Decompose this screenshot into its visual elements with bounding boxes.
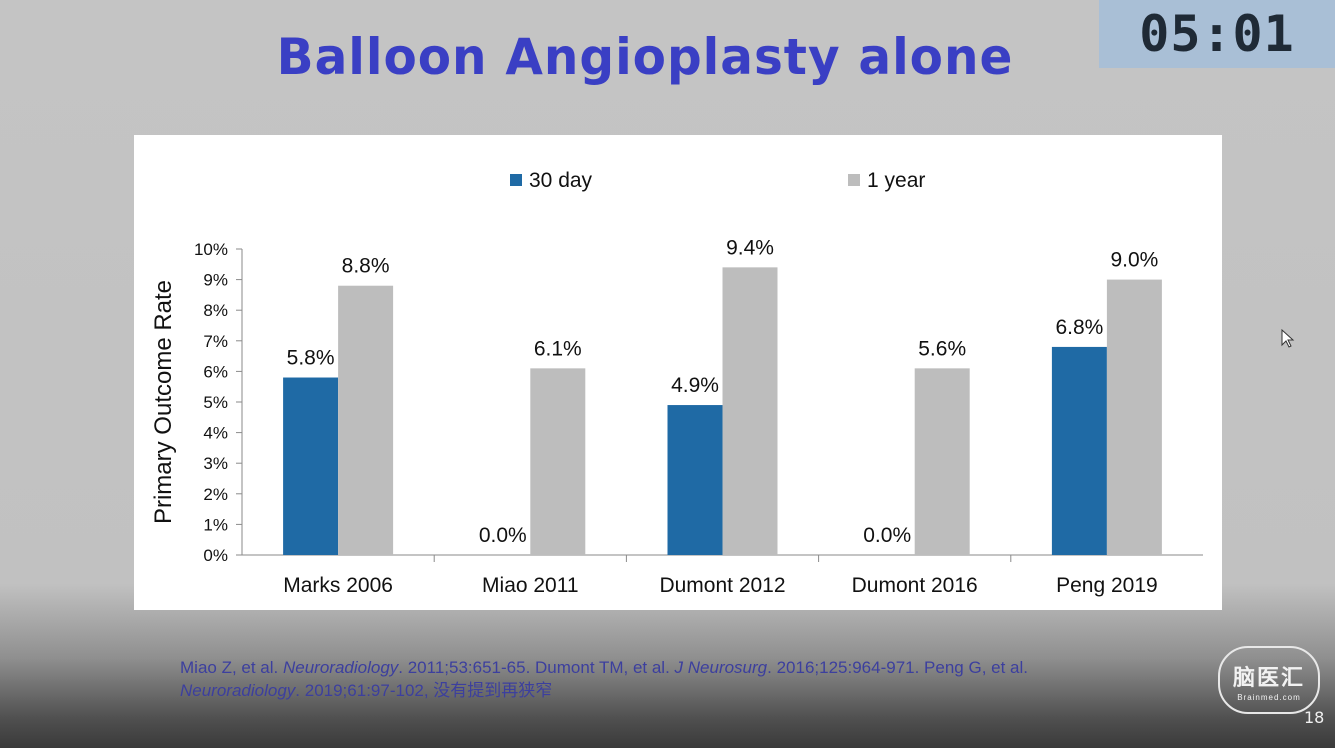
y-tick-label: 3% [203,454,228,473]
y-tick-label: 9% [203,271,228,290]
y-tick-label: 4% [203,424,228,443]
data-label: 6.8% [1055,316,1103,339]
bar-30-day [667,405,723,555]
y-axis-title: Primary Outcome Rate [150,280,177,524]
citation-line-1: Miao Z, et al. Neuroradiology. 2011;53:6… [180,656,1170,679]
bar-chart: 0% 1% 2% 3% 4% 5% 6% 7% 8% 9% 10% Primary Outcome R… [150,169,1203,597]
x-tick-label: Dumont 2012 [659,574,785,597]
citation-line-1-segment: . 2011;53:651-65. Dumont TM, et al. [398,658,675,677]
y-tick-label: 1% [203,515,228,534]
y-tick-label: 8% [203,301,228,320]
brand-logo: 脑医汇 Brainmed.com [1218,646,1320,714]
x-tick-label: Dumont 2016 [852,574,978,597]
data-label: 9.0% [1110,249,1158,272]
y-tick-label: 5% [203,393,228,412]
citation-line-1-segment: J Neurosurg [674,658,768,677]
bar-1-year [338,285,394,555]
y-tick-label: 10% [194,240,228,259]
bar-30-day [1051,346,1107,555]
citation: Miao Z, et al. Neuroradiology. 2011;53:6… [180,656,1170,702]
chart-panel: 0% 1% 2% 3% 4% 5% 6% 7% 8% 9% 10% Primary Outcome R… [134,135,1222,610]
slide-title: Balloon Angioplasty alone [276,28,1014,86]
bar-1-year [1106,279,1162,555]
legend-swatch [848,174,860,186]
x-tick-label: Peng 2019 [1056,574,1158,597]
data-label: 8.8% [342,255,390,278]
page-number: 18 [1304,708,1325,727]
y-tick-label: 7% [203,332,228,351]
x-tick-label: Marks 2006 [283,574,393,597]
citation-line-1-segment: Neuroradiology [282,658,399,677]
data-label: 0.0% [863,524,911,547]
citation-line-1-segment: . 2016;125:964-971. Peng G, et al. [767,658,1029,677]
y-tick-label: 6% [203,362,228,381]
y-tick-label: 2% [203,485,228,504]
citation-line-2: Neuroradiology. 2019;61:97-102, 没有提到再狭窄 [180,679,1170,702]
data-label: 4.9% [671,374,719,397]
bar-1-year [530,368,586,555]
citation-line-2-segment: Neuroradiology [180,681,296,700]
data-label: 0.0% [479,524,527,547]
legend-label: 30 day [529,169,593,192]
legend-swatch [510,174,522,186]
citation-line-2-segment: . 2019;61:97-102, 没有提到再狭窄 [295,681,553,700]
data-label: 5.6% [918,337,966,360]
x-tick-label: Miao 2011 [482,574,579,597]
logo-subtext: Brainmed.com [1237,693,1301,702]
bar-1-year [722,267,778,555]
bar-1-year [914,368,970,555]
y-tick-label: 0% [203,546,228,565]
legend-label: 1 year [867,169,925,192]
data-label: 5.8% [287,347,335,370]
timer-display: 05:01 [1099,0,1335,68]
mouse-cursor-icon [1281,329,1295,348]
data-label: 9.4% [726,236,774,259]
bar-30-day [283,377,339,555]
citation-line-1-segment: Miao Z, et al. [180,658,283,677]
data-label: 6.1% [534,337,582,360]
logo-text: 脑医汇 [1232,666,1305,691]
